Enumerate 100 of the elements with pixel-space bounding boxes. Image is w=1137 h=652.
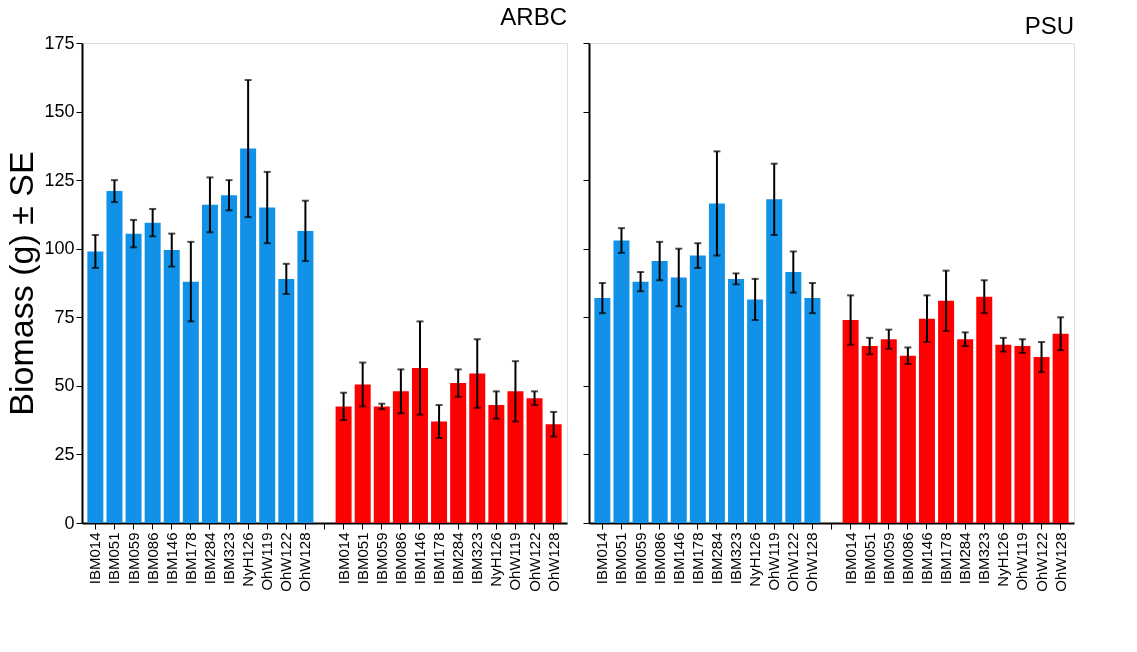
bar — [221, 195, 238, 523]
x-tick-label: OhW122 — [277, 532, 295, 592]
bar — [957, 339, 974, 523]
bar — [431, 421, 448, 523]
x-tick-label: OhW128 — [1051, 532, 1069, 592]
x-tick-label: IBM178 — [181, 532, 199, 585]
x-tick-label: IBM178 — [430, 532, 448, 585]
bar — [87, 251, 104, 523]
x-tick-label: OhW119 — [506, 532, 524, 591]
bar — [1033, 357, 1050, 523]
bar — [651, 261, 668, 523]
x-tick-label: OhW128 — [803, 532, 821, 592]
x-tick-label: IBM146 — [917, 532, 935, 585]
x-tick-label: OhW122 — [784, 532, 802, 592]
x-tick-label: IBM086 — [650, 532, 668, 585]
x-tick-label: NyH126 — [746, 532, 764, 587]
x-tick-label: NyH126 — [994, 532, 1012, 587]
x-tick-label: OhW119 — [258, 532, 276, 591]
x-tick-label: OhW119 — [1013, 532, 1031, 591]
bar — [804, 298, 821, 523]
bar — [488, 405, 505, 523]
y-axis-title: Biomass (g) ± SE — [2, 151, 41, 416]
x-tick-label: IBM014 — [334, 532, 352, 585]
x-tick-label: IBM323 — [975, 532, 993, 585]
bar — [297, 230, 314, 523]
x-tick-label: IBM059 — [631, 532, 649, 585]
x-tick-label: IBM284 — [200, 532, 218, 585]
y-tick-label: 125 — [44, 169, 75, 190]
x-tick-label: OhW128 — [544, 532, 562, 592]
bar — [995, 344, 1012, 523]
bar — [632, 281, 649, 523]
bar — [1052, 333, 1069, 523]
bar — [354, 384, 371, 523]
y-tick-label: 150 — [44, 101, 75, 122]
chart-title: ARBC — [500, 3, 567, 30]
x-tick-label: IBM086 — [143, 532, 161, 585]
x-tick-label: IBM051 — [105, 532, 123, 585]
bar — [526, 398, 543, 523]
bar — [747, 299, 764, 523]
x-tick-label: IBM323 — [220, 532, 238, 585]
y-tick-label: 100 — [44, 238, 75, 259]
bar — [766, 199, 783, 523]
bar — [918, 318, 935, 523]
x-tick-label: IBM086 — [898, 532, 916, 585]
x-tick-label: OhW122 — [1032, 532, 1050, 592]
bar — [106, 191, 123, 523]
bar — [201, 204, 218, 523]
x-tick-label: IBM059 — [124, 532, 142, 585]
x-tick-label: IBM059 — [372, 532, 390, 585]
x-tick-label: NyH126 — [239, 532, 257, 587]
x-tick-label: IBM146 — [669, 532, 687, 585]
x-tick-label: OhW128 — [296, 532, 314, 592]
bar — [613, 240, 630, 523]
x-tick-label: IBM284 — [707, 532, 725, 585]
bar — [240, 148, 257, 523]
y-tick-label: 25 — [54, 443, 75, 464]
bar — [259, 207, 276, 523]
bar — [392, 391, 409, 523]
x-tick-label: IBM059 — [879, 532, 897, 585]
x-tick-label: IBM146 — [410, 532, 428, 585]
x-tick-label: IBM284 — [956, 532, 974, 585]
x-tick-label: OhW119 — [765, 532, 783, 591]
bar — [861, 346, 878, 523]
x-tick-label: OhW122 — [525, 532, 543, 592]
x-tick-label: IBM323 — [727, 532, 745, 585]
bar — [507, 391, 524, 523]
bar — [728, 278, 745, 523]
bar — [938, 300, 955, 523]
chart-title: PSU — [1024, 11, 1074, 39]
bar — [411, 368, 428, 523]
x-tick-label: IBM178 — [688, 532, 706, 585]
x-tick-label: IBM323 — [468, 532, 486, 585]
x-tick-label: IBM014 — [841, 532, 859, 585]
bar — [144, 222, 161, 523]
bar — [842, 320, 859, 523]
x-tick-label: IBM178 — [937, 532, 955, 585]
bar — [689, 255, 706, 523]
x-tick-label: IBM051 — [353, 532, 371, 585]
bar — [182, 281, 199, 523]
bar — [278, 278, 295, 523]
bar — [1014, 346, 1031, 523]
bar — [899, 355, 916, 523]
x-tick-label: IBM284 — [449, 532, 467, 585]
y-tick-label: 175 — [44, 32, 75, 53]
bar — [125, 233, 142, 523]
y-tick-label: 0 — [64, 512, 75, 533]
bar — [708, 203, 725, 523]
x-tick-label: IBM146 — [162, 532, 180, 585]
y-tick-label: 75 — [54, 306, 75, 327]
bar — [880, 339, 897, 523]
bar — [545, 424, 562, 523]
bar — [373, 406, 390, 523]
x-tick-label: IBM051 — [612, 532, 630, 585]
bar — [594, 298, 611, 523]
x-tick-label: IBM051 — [860, 532, 878, 585]
x-tick-label: IBM014 — [593, 532, 611, 585]
y-tick-label: 50 — [54, 375, 75, 396]
bar — [335, 406, 352, 523]
bar — [670, 277, 687, 523]
x-tick-label: NyH126 — [487, 532, 505, 587]
